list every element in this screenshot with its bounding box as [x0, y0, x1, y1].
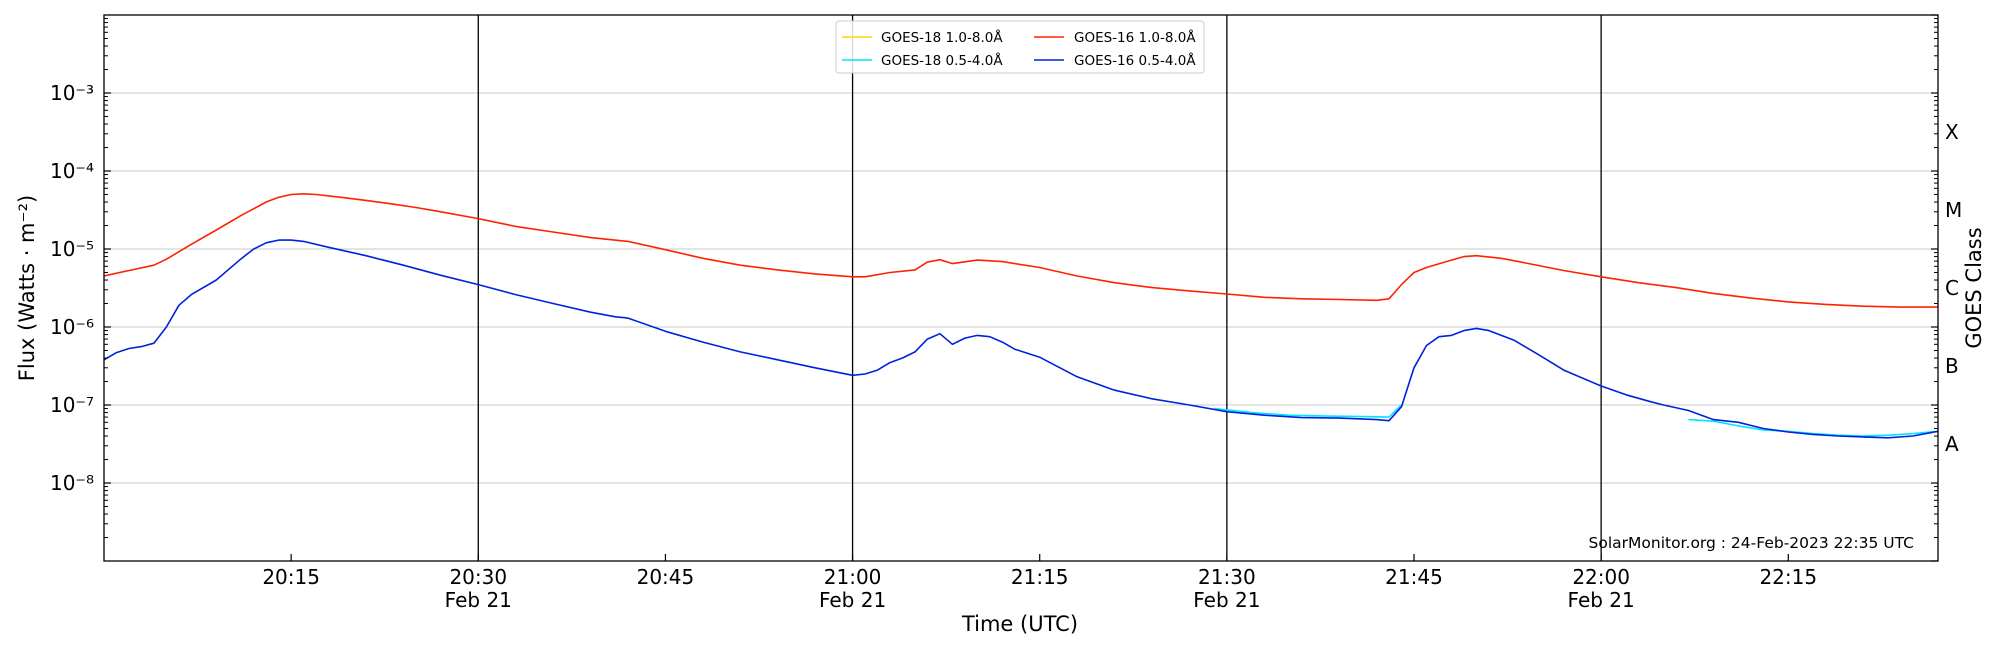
x-tick-sublabel-5: Feb 21 — [1193, 588, 1260, 612]
legend: GOES-18 1.0-8.0Å GOES-18 0.5-4.0Å GOES-1… — [835, 20, 1205, 74]
series-line-goes18-short — [1214, 404, 1403, 418]
series-layer — [104, 193, 1938, 439]
x-tick-label-4: 21:15 — [1011, 565, 1069, 589]
legend-label-goes18-short: GOES-18 0.5-4.0Å — [881, 52, 1003, 69]
plot-frame — [103, 14, 1939, 562]
x-tick-label-8: 22:15 — [1759, 565, 1817, 589]
series-line-goes16-long — [104, 193, 1938, 308]
grid-layer — [104, 92, 1938, 484]
goes-class-label-c: C — [1945, 276, 1959, 300]
goes-class-label-m: M — [1945, 198, 1962, 222]
right-axis-title: GOES Class — [1962, 227, 1986, 348]
x-tick-label-5: 21:30 — [1198, 565, 1256, 589]
legend-label-goes16-short: GOES-16 0.5-4.0Å — [1074, 52, 1196, 69]
legend-label-goes18-long: GOES-18 1.0-8.0Å — [881, 29, 1003, 46]
goes-class-label-x: X — [1945, 120, 1959, 144]
x-tick-sublabel-3: Feb 21 — [819, 588, 886, 612]
vertical-lines-layer — [477, 15, 1602, 561]
goes-class-label-b: B — [1945, 354, 1959, 378]
goes-class-label-a: A — [1945, 432, 1959, 456]
x-tick-label-0: 20:15 — [262, 565, 320, 589]
goes-class-labels: A B C M X — [1945, 120, 1962, 456]
x-tick-label-6: 21:45 — [1385, 565, 1443, 589]
y-tick-label-1: 10⁻⁷ — [50, 393, 94, 417]
x-tick-sublabel-1: Feb 21 — [445, 588, 512, 612]
y-ticks-layer: 10⁻⁸ 10⁻⁷ 10⁻⁶ 10⁻⁵ 10⁻⁴ 10⁻³ — [50, 14, 1938, 562]
x-tick-sublabel-7: Feb 21 — [1568, 588, 1635, 612]
x-tick-label-2: 20:45 — [637, 565, 695, 589]
y-tick-label-4: 10⁻⁴ — [50, 159, 94, 183]
x-tick-label-7: 22:00 — [1572, 565, 1630, 589]
credit-text: SolarMonitor.org : 24-Feb-2023 22:35 UTC — [1589, 534, 1914, 552]
x-axis-title: Time (UTC) — [961, 612, 1078, 636]
y-tick-label-5: 10⁻³ — [50, 81, 94, 105]
x-tick-label-1: 20:30 — [449, 565, 507, 589]
legend-label-goes16-long: GOES-16 1.0-8.0Å — [1074, 29, 1196, 46]
y-tick-label-2: 10⁻⁶ — [50, 315, 94, 339]
x-tick-label-3: 21:00 — [824, 565, 882, 589]
series-line-goes16-short — [104, 239, 1938, 439]
y-axis-title: Flux (Watts · m⁻²) — [15, 195, 39, 381]
y-tick-label-0: 10⁻⁸ — [50, 471, 94, 495]
y-tick-label-3: 10⁻⁵ — [50, 237, 94, 261]
legend-box — [835, 20, 1205, 74]
